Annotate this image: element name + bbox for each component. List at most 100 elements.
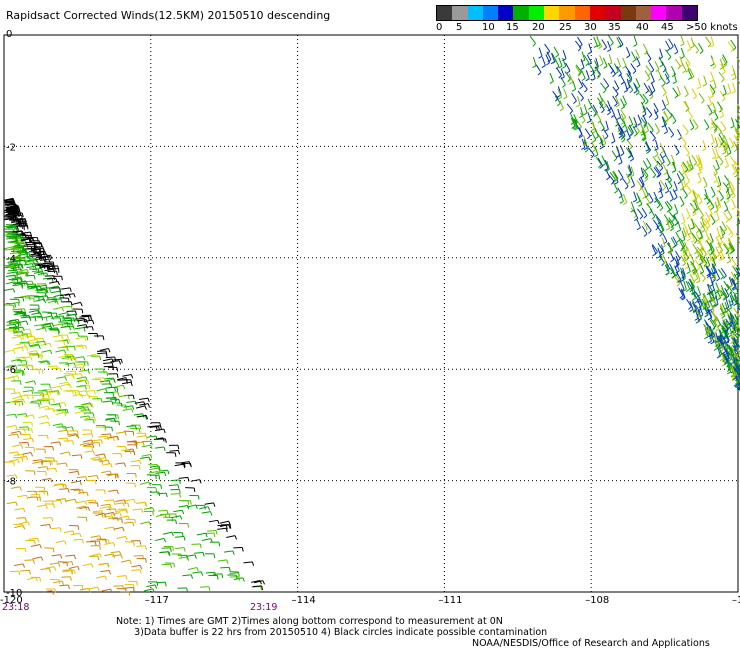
wind-barb	[700, 225, 705, 229]
wind-barb	[86, 499, 96, 502]
wind-barb	[686, 161, 692, 171]
wind-barb	[39, 400, 42, 405]
wind-barb	[591, 149, 596, 153]
wind-barb	[10, 220, 20, 224]
wind-barb	[61, 307, 65, 312]
wind-barb	[149, 454, 153, 459]
wind-barb	[727, 363, 732, 373]
wind-barb	[593, 113, 597, 118]
wind-barb	[713, 180, 718, 184]
wind-barb	[86, 492, 89, 497]
wind-barb	[695, 247, 700, 257]
wind-barb	[610, 106, 616, 116]
wind-barb	[119, 512, 122, 517]
wind-barb	[666, 200, 673, 209]
wind-barb	[712, 86, 717, 90]
wind-barb	[113, 387, 117, 392]
wind-barb	[64, 426, 67, 431]
wind-barb	[79, 394, 89, 397]
wind-barb	[116, 431, 126, 434]
wind-barb	[67, 584, 70, 590]
wind-barb	[702, 148, 707, 152]
wind-barb	[74, 390, 77, 396]
wind-barb	[175, 536, 185, 538]
legend-label: 15	[506, 22, 519, 33]
wind-barb	[683, 223, 689, 233]
wind-barb	[710, 133, 715, 143]
wind-barb	[61, 580, 65, 585]
wind-barb	[607, 49, 612, 53]
wind-barb	[93, 390, 96, 395]
wind-barb	[698, 207, 704, 216]
wind-barb	[50, 290, 60, 294]
wind-barb	[41, 323, 51, 327]
wind-barb	[692, 309, 697, 313]
wind-barb	[736, 121, 740, 125]
wind-barb	[722, 128, 727, 132]
wind-barb	[225, 528, 228, 533]
wind-barb	[225, 525, 228, 530]
wind-barb	[46, 491, 49, 496]
wind-barb	[70, 532, 80, 536]
wind-barb	[178, 479, 181, 484]
wind-barb	[704, 303, 710, 312]
wind-barb	[679, 56, 684, 66]
wind-barb	[175, 519, 177, 525]
legend-swatch-5	[513, 6, 529, 20]
wind-barb	[560, 68, 565, 78]
wind-barb	[633, 191, 638, 201]
wind-barb	[104, 489, 106, 494]
wind-barb	[674, 222, 679, 226]
wind-barb	[156, 464, 159, 469]
wind-barb	[86, 336, 89, 341]
wind-barb	[666, 162, 671, 167]
wind-barb	[29, 329, 32, 334]
wind-barb	[74, 410, 84, 414]
wind-barb	[91, 326, 94, 331]
wind-barb	[145, 415, 149, 420]
wind-barb	[709, 283, 714, 287]
wind-barb	[106, 371, 109, 377]
wind-barb	[164, 438, 167, 443]
wind-barb	[102, 335, 105, 340]
wind-barb	[22, 235, 24, 240]
wind-barb	[187, 500, 190, 505]
wind-barb	[16, 259, 26, 262]
wind-barb	[13, 201, 16, 207]
wind-barb	[658, 56, 664, 66]
wind-barb	[682, 235, 687, 239]
wind-barb	[104, 575, 107, 580]
wind-barb	[701, 246, 707, 255]
wind-barb	[729, 276, 734, 286]
wind-barb	[716, 196, 720, 206]
wind-barb	[626, 46, 631, 56]
wind-barb	[736, 126, 740, 131]
wind-barb	[659, 150, 664, 154]
wind-barb	[725, 224, 733, 233]
wind-barb	[687, 191, 692, 195]
wind-barb	[16, 241, 18, 246]
wind-barb	[43, 500, 53, 502]
wind-barb	[91, 446, 94, 451]
wind-barb	[737, 377, 740, 383]
legend-label: 20	[532, 22, 545, 33]
wind-barb	[18, 521, 28, 525]
wind-barb	[14, 525, 24, 529]
wind-barb	[112, 554, 122, 557]
wind-barb	[180, 553, 182, 559]
wind-barb	[41, 478, 51, 481]
wind-barb	[11, 219, 21, 222]
wind-barb	[611, 140, 616, 144]
wind-barb	[175, 513, 178, 518]
wind-barb	[731, 374, 736, 378]
wind-barb	[16, 263, 19, 268]
wind-barb	[39, 421, 49, 425]
wind-barb	[14, 213, 17, 218]
wind-barb	[197, 495, 200, 500]
wind-barb	[674, 51, 679, 55]
wind-barb	[108, 506, 111, 511]
wind-barb	[696, 286, 702, 295]
footnote-line-1: Note: 1) Times are GMT 2)Times along bot…	[116, 616, 503, 627]
wind-barb	[581, 138, 586, 148]
wind-barb	[66, 334, 69, 340]
